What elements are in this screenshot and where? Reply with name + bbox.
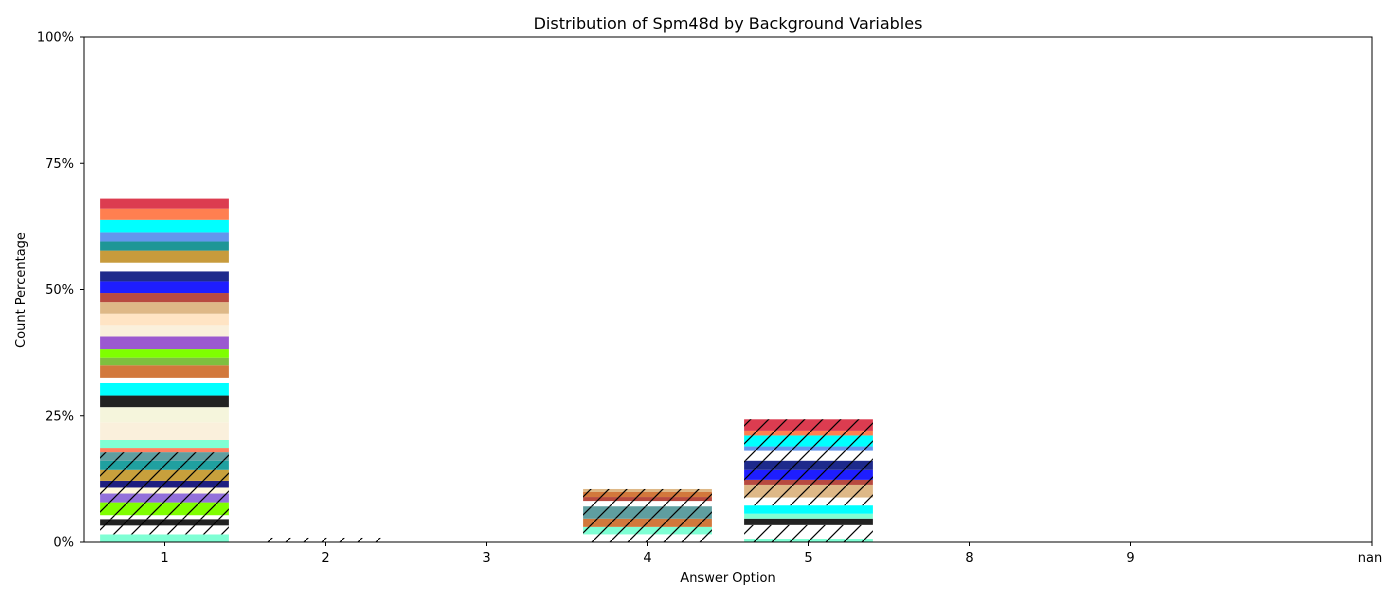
x-tick-label: 5 (804, 551, 812, 566)
bar-segment (100, 241, 229, 251)
bar-segment (100, 365, 229, 378)
x-tick-label: 9 (1126, 551, 1134, 566)
x-tick-label: 1 (160, 551, 168, 566)
bar-segment (100, 262, 229, 272)
x-axis-ticks: 1 2 3 4 5 8 9 nan (160, 542, 1382, 566)
bar-segment-hatch (100, 452, 229, 461)
bar-segment-hatch (100, 469, 229, 481)
bar-segment-hatch (744, 469, 873, 480)
bar-segment-hatch (100, 519, 229, 526)
bars-group (100, 198, 873, 542)
bar-segment-hatch (583, 492, 712, 498)
bar-segment-hatch (583, 534, 712, 542)
bar-segment (100, 271, 229, 282)
bar-segment-hatch (744, 460, 873, 470)
bar-segment-hatch (744, 430, 873, 436)
bar-segment (100, 382, 229, 396)
bar-segment-hatch (100, 487, 229, 494)
bar-segment (100, 302, 229, 314)
bar-segment (100, 422, 229, 440)
bar-segment (100, 198, 229, 209)
bar-segment-hatch (744, 419, 873, 431)
bar-segment-hatch (100, 502, 229, 516)
bar-segment (100, 349, 229, 358)
bar-segment (100, 232, 229, 242)
bar-segment (100, 208, 229, 220)
plot-frame (83, 36, 1373, 543)
bar-segment-hatch (583, 497, 712, 502)
y-axis-label: Count Percentage (14, 232, 29, 348)
bar-segment-hatch (583, 501, 712, 507)
bar-segment-hatch (744, 538, 873, 542)
bar-segment (100, 281, 229, 294)
y-tick-label: 0% (53, 536, 74, 551)
y-tick-label: 100% (37, 31, 74, 46)
bar-segment-hatch (744, 479, 873, 485)
bar-segment (100, 448, 229, 453)
y-axis-ticks: 0% 25% 50% 75% 100% (37, 31, 84, 551)
bar-segment (100, 395, 229, 408)
bar-segment (100, 336, 229, 350)
bar-segment (100, 377, 229, 383)
bar-segment-hatch (583, 518, 712, 527)
bar-segment-hatch (100, 493, 229, 503)
bar-segment (744, 513, 873, 519)
bar-segment (100, 219, 229, 233)
x-tick-label: nan (1358, 551, 1382, 566)
bar-segment (100, 250, 229, 263)
chart-title: Distribution of Spm48d by Background Var… (534, 14, 923, 33)
bar-segment-hatch (100, 460, 229, 470)
bar-segment (100, 534, 229, 542)
bar-segment-hatch (583, 488, 712, 493)
bar-segment (744, 505, 873, 514)
bar-segment-hatch (744, 497, 873, 506)
x-tick-label: 8 (965, 551, 973, 566)
bar-segment-hatch (261, 537, 390, 542)
y-tick-label: 50% (45, 283, 74, 298)
y-tick-label: 25% (45, 409, 74, 424)
bar-segment (100, 439, 229, 449)
bar-segment-hatch (744, 450, 873, 461)
bar-segment-hatch (583, 526, 712, 535)
bar-segment-hatch (100, 515, 229, 520)
bar-segment-hatch (744, 435, 873, 447)
bar-segment (100, 293, 229, 303)
x-tick-label: 3 (482, 551, 490, 566)
x-tick-label: 2 (321, 551, 329, 566)
bar-segment-hatch (744, 524, 873, 539)
bar-segment-hatch (744, 484, 873, 498)
bar-segment-hatch (583, 506, 712, 519)
bar-segment (100, 357, 229, 366)
bar-segment-hatch (100, 480, 229, 488)
bar-segment (744, 518, 873, 525)
bar-segment (100, 325, 229, 337)
bar-segment (100, 313, 229, 326)
bar-segment (100, 407, 229, 423)
x-tick-label: 4 (643, 551, 651, 566)
bar-segment-hatch (744, 446, 873, 451)
y-tick-label: 75% (45, 157, 74, 172)
bar-segment-hatch (100, 525, 229, 535)
x-axis-label: Answer Option (680, 571, 775, 586)
